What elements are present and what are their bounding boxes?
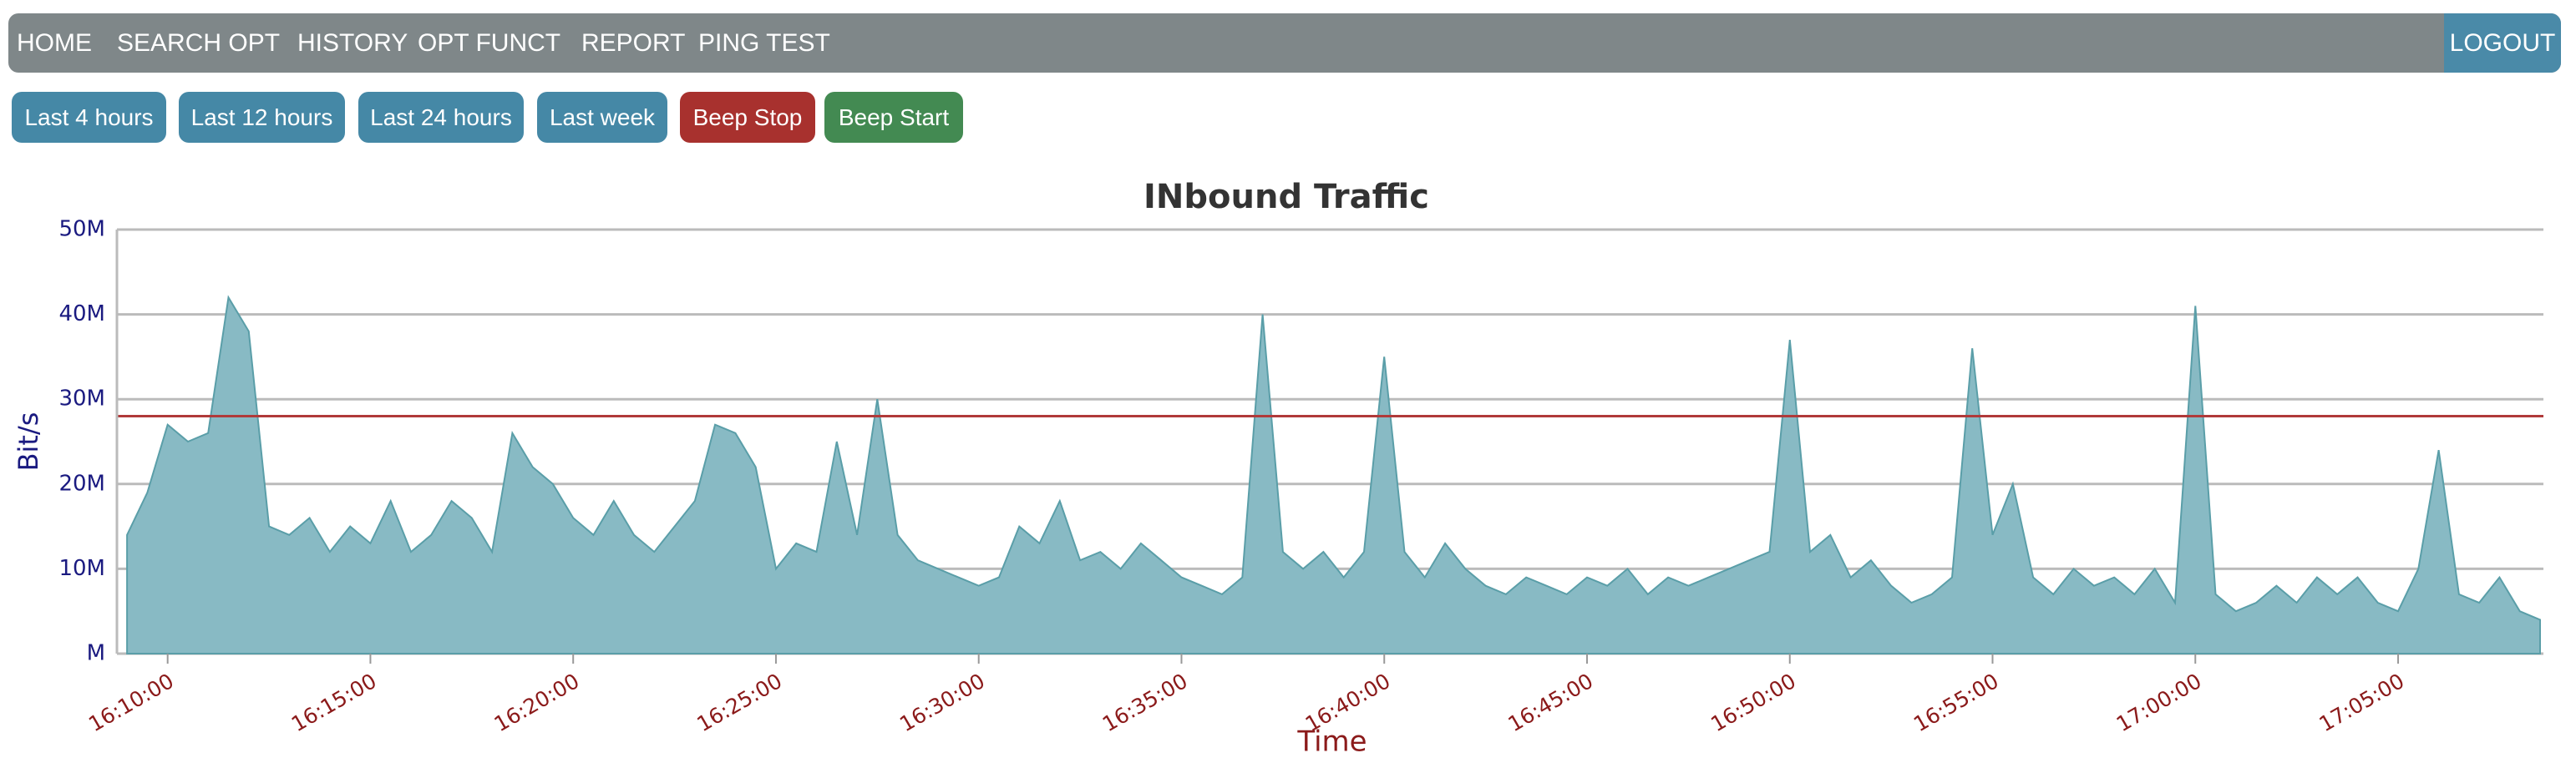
y-tick-label: M [87,641,105,666]
x-tick-label: 16:25:00 [692,669,786,736]
x-tick-label: 16:55:00 [1909,669,2003,736]
chart-title: INbound Traffic [1143,178,1429,216]
logout-button[interactable]: LOGOUT [2444,13,2561,73]
y-tick-label: 40M [58,301,105,326]
x-tick-label: 16:45:00 [1504,669,1597,736]
x-tick-label: 17:05:00 [2315,669,2408,736]
nav-item[interactable]: SEARCH OPT [117,29,281,57]
y-tick-label: 10M [58,556,105,581]
x-axis-title: Time [1296,725,1367,759]
range-button[interactable]: Last 4 hours [12,92,166,143]
x-tick-label: 16:35:00 [1098,669,1192,736]
nav-item[interactable]: HOME [17,29,92,57]
range-button[interactable]: Beep Stop [680,92,815,143]
y-axis-title: Bit/s [13,412,44,472]
x-tick-label: 16:50:00 [1706,669,1800,736]
nav-item[interactable]: PING TEST [698,29,830,57]
range-button[interactable]: Last 24 hours [358,92,524,143]
nav-item[interactable]: REPORT [581,29,686,57]
x-tick-label: 16:20:00 [490,669,584,736]
traffic-area [126,295,2541,654]
y-tick-label: 50M [58,217,105,242]
y-tick-label: 30M [58,387,105,412]
x-tick-label: 17:00:00 [2112,669,2206,736]
nav-item[interactable]: OPT FUNCT [418,29,561,57]
range-button[interactable]: Last week [537,92,667,143]
x-tick-label: 16:10:00 [84,669,178,736]
y-tick-label: 20M [58,471,105,496]
range-button[interactable]: Last 12 hours [179,92,345,143]
range-button[interactable]: Beep Start [824,92,963,143]
x-tick-label: 16:30:00 [895,669,989,736]
nav-bar: LOGOUT HOME SEARCH OPT HISTORY OPT FUNCT REP… [8,13,2561,73]
x-tick-label: 16:15:00 [287,669,381,736]
nav-item[interactable]: HISTORY [297,29,408,57]
